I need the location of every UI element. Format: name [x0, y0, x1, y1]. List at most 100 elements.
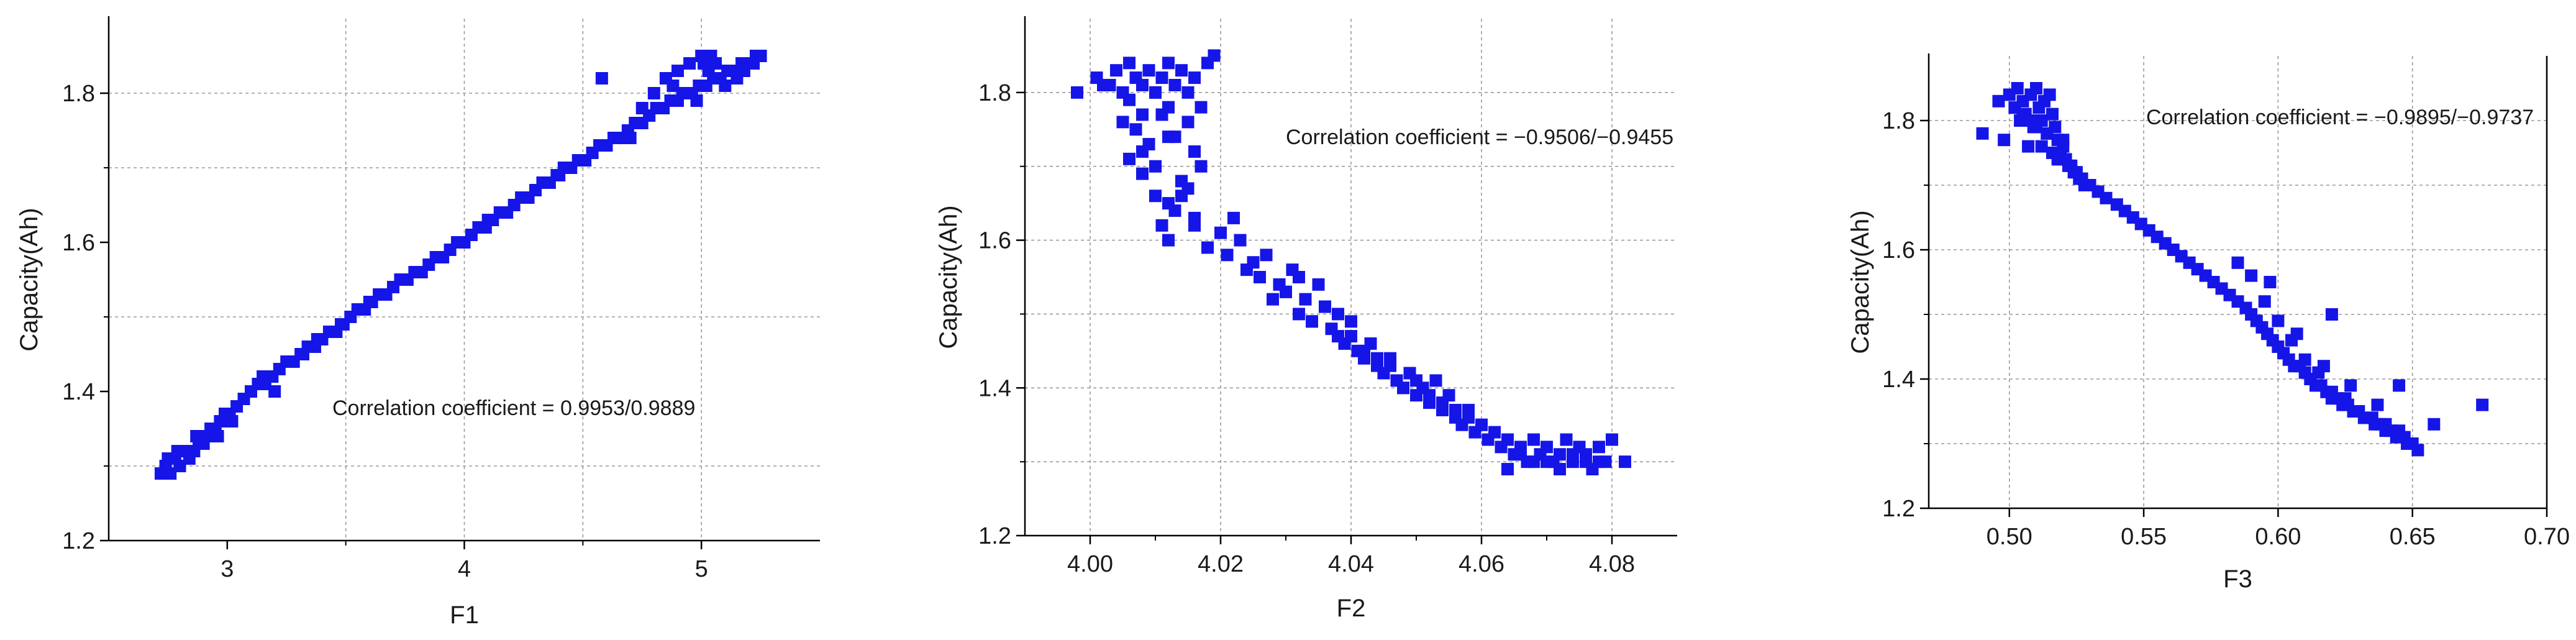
- data-point: [1554, 463, 1566, 476]
- chart-panel-2: 1.2 1.4 1.6 1.8 4.00 4.02 4.04 4.06 4.08 F2 Capaci…: [935, 16, 1677, 622]
- x-tick-label: 0.60: [2255, 524, 2301, 550]
- data-point: [1071, 86, 1083, 99]
- data-point: [2352, 405, 2365, 418]
- data-point: [2371, 398, 2384, 411]
- data-point: [1168, 204, 1181, 217]
- y-tick-label: 1.4: [978, 375, 1011, 401]
- data-point: [1371, 352, 1383, 365]
- data-point: [2398, 431, 2411, 444]
- data-point: [2100, 191, 2113, 204]
- data-point: [1227, 211, 1240, 224]
- data-point: [1201, 241, 1214, 254]
- data-point: [1541, 441, 1553, 454]
- data-point: [171, 445, 184, 457]
- data-point: [1580, 455, 1592, 469]
- data-point: [1475, 418, 1488, 431]
- data-point: [2393, 379, 2406, 392]
- data-point: [2030, 121, 2043, 134]
- data-point: [719, 80, 732, 92]
- data-point: [1345, 330, 1357, 343]
- data-point: [671, 65, 684, 77]
- data-point: [1501, 463, 1514, 476]
- data-point: [1293, 308, 1305, 321]
- data-point: [635, 102, 649, 114]
- data-point: [1312, 278, 1325, 291]
- chart-panel-1: 1.2 1.4 1.6 1.8 3 4 5 F1 Capacity(Ah) Correlation…: [16, 16, 820, 629]
- data-point: [2022, 140, 2035, 153]
- data-point: [2011, 82, 2024, 94]
- data-point: [1527, 455, 1540, 469]
- data-point: [190, 430, 203, 442]
- data-point: [1462, 411, 1475, 424]
- data-point: [1560, 433, 1573, 446]
- data-point: [1097, 78, 1109, 91]
- data-point: [553, 169, 566, 181]
- data-point: [1162, 234, 1175, 247]
- data-point: [1436, 396, 1449, 409]
- data-point: [162, 452, 175, 465]
- data-point: [1260, 249, 1273, 262]
- data-point: [1397, 382, 1409, 395]
- data-point: [2339, 392, 2352, 405]
- data-point: [1319, 300, 1331, 313]
- data-point: [1175, 64, 1188, 77]
- data-point: [2411, 444, 2424, 457]
- data-point: [1155, 71, 1168, 85]
- data-point: [2317, 360, 2330, 373]
- data-point: [311, 333, 324, 345]
- data-point: [2264, 276, 2277, 288]
- data-point: [1976, 127, 1989, 140]
- data-point: [1195, 160, 1208, 173]
- data-point: [1136, 108, 1149, 121]
- data-point: [1188, 71, 1201, 85]
- data-point: [1129, 123, 1142, 136]
- data-point: [1332, 308, 1344, 321]
- data-point: [1162, 130, 1175, 144]
- x-tick-label: 4.02: [1198, 551, 1244, 577]
- data-point: [257, 370, 270, 383]
- data-point: [2057, 134, 2070, 147]
- data-point: [2231, 256, 2244, 269]
- data-point: [1149, 190, 1162, 203]
- data-point: [1410, 374, 1422, 387]
- data-point: [595, 72, 608, 85]
- chart-panel-3: 1.2 1.4 1.6 1.8 0.50 0.55 0.60 0.65 0.70 F3 Capaci…: [1847, 53, 2570, 593]
- x-tick-label: 4.04: [1328, 551, 1374, 577]
- data-point: [1123, 57, 1136, 70]
- correlation-annotation: Correlation coefficient = 0.9953/0.9889: [332, 396, 695, 420]
- data-point: [1149, 160, 1162, 173]
- data-point: [1384, 359, 1396, 372]
- data-point: [411, 266, 424, 278]
- data-point: [2325, 308, 2338, 321]
- data-point: [2365, 411, 2378, 424]
- y-axis-title: Capacity(Ah): [935, 205, 962, 349]
- data-point: [1195, 101, 1208, 114]
- data-point: [1554, 448, 1566, 461]
- x-axis-title: F3: [2223, 565, 2252, 593]
- x-tick-label: 3: [221, 556, 234, 582]
- data-point: [2030, 82, 2043, 94]
- data-point: [1332, 330, 1344, 343]
- data-point: [647, 87, 660, 99]
- data-point: [481, 214, 494, 226]
- data-point: [1221, 249, 1234, 262]
- x-axis-title: F2: [1337, 595, 1366, 622]
- data-point: [1992, 94, 2005, 107]
- data-point: [1423, 389, 1436, 402]
- data-point: [2290, 327, 2303, 341]
- data-point: [2298, 353, 2311, 366]
- x-tick-label: 4.06: [1459, 551, 1504, 577]
- y-tick-label: 1.6: [62, 230, 95, 256]
- data-point: [1358, 344, 1370, 357]
- data-point: [1306, 315, 1318, 328]
- y-tick-label: 1.8: [1882, 108, 1915, 134]
- y-tick-label: 1.2: [62, 528, 95, 554]
- data-point: [296, 348, 309, 360]
- data-point: [335, 318, 348, 331]
- x-tick-label: 0.65: [2390, 524, 2436, 550]
- data-point: [211, 430, 224, 442]
- y-tick-label: 1.6: [1882, 237, 1915, 263]
- data-point: [1280, 285, 1292, 298]
- data-point: [2043, 88, 2056, 101]
